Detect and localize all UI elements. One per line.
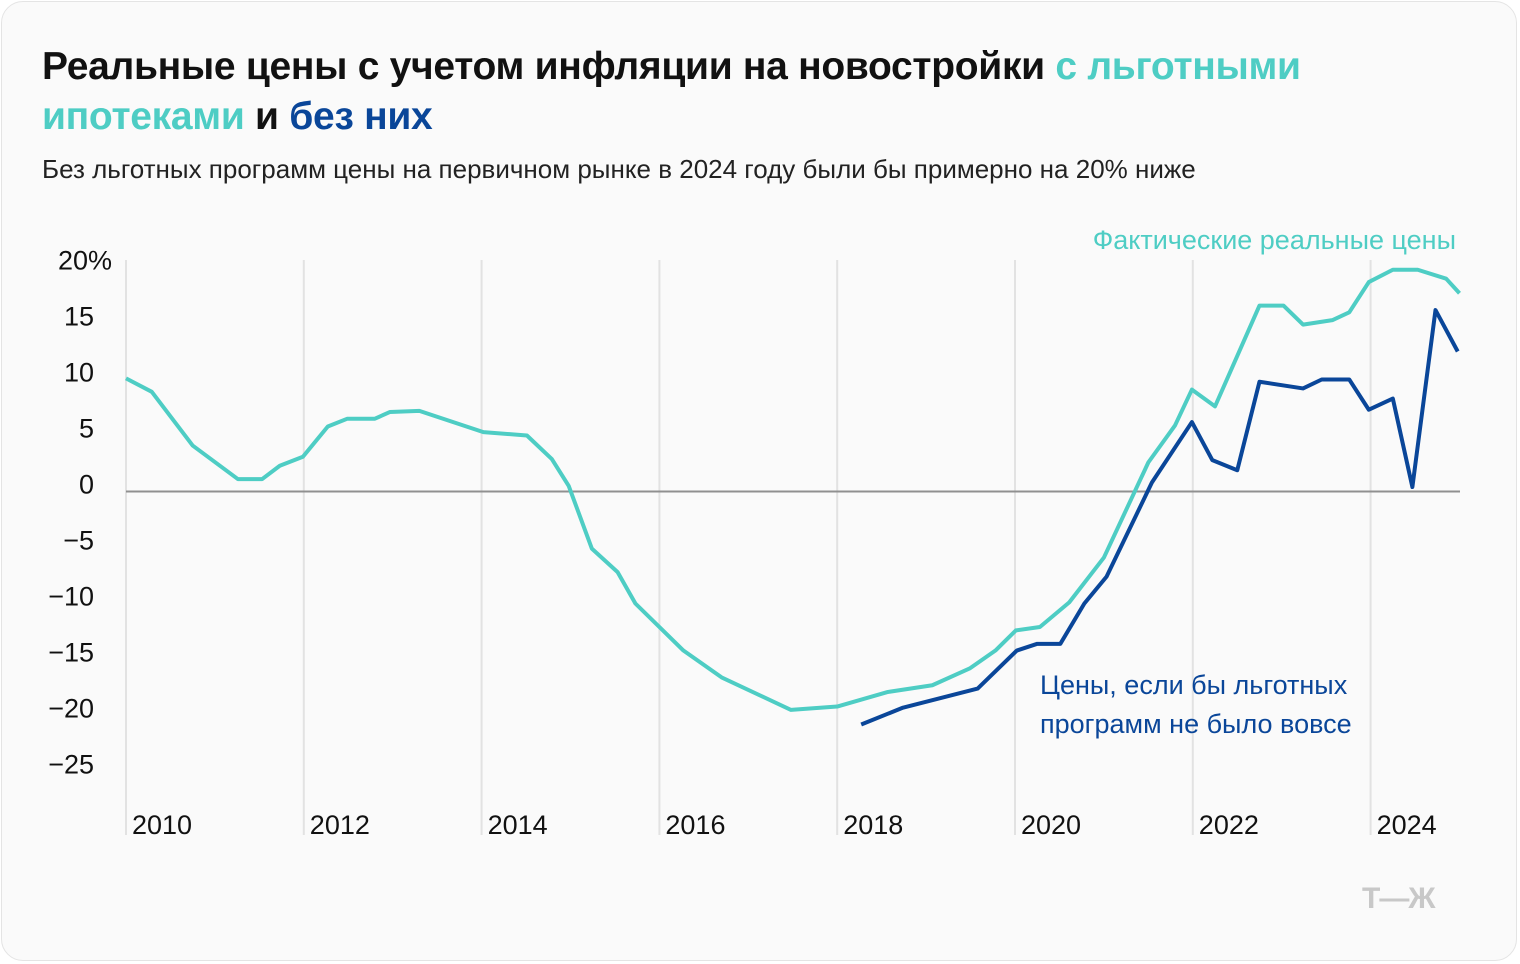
series-line-without-programs [860,308,1460,727]
title-accent-without: без них [289,95,433,138]
legend-label-without-programs: программ не было вовсе [1040,709,1352,739]
x-tick-label: 2012 [310,810,370,840]
y-tick-label: 5 [79,414,94,444]
title-accent-actual: с льготными ипотеками [42,45,1301,138]
x-tick-label: 2018 [843,810,903,840]
series-line-actual [125,267,1461,712]
legend-label-without-programs: Цены, если бы льготных [1040,670,1348,700]
y-tick-label: −5 [63,526,94,556]
x-tick-label: 2020 [1021,810,1081,840]
y-tick-label: 0 [79,470,94,500]
y-tick-label: −10 [48,582,94,612]
y-tick-label: −20 [48,694,94,724]
x-tick-label: 2010 [132,810,192,840]
x-tick-label: 2016 [665,810,725,840]
logo: Т—Ж [1362,882,1435,915]
chart-title: Реальные цены с учетом инфляции на новос… [42,42,1462,142]
x-tick-label: 2014 [488,810,548,840]
y-tick-label: 15 [64,302,94,332]
title-main: Реальные цены с учетом инфляции на новос… [42,45,1056,88]
y-tick-label: 20% [58,246,112,276]
y-tick-label: 10 [64,358,94,388]
y-tick-label: −15 [48,638,94,668]
legend-label-actual: Фактические реальные цены [1093,225,1456,255]
chart-subtitle: Без льготных программ цены на первичном … [42,154,1196,184]
x-tick-label: 2022 [1199,810,1259,840]
x-tick-label: 2024 [1377,810,1437,840]
title-conjunction: и [244,95,290,138]
y-tick-label: −25 [48,750,94,780]
